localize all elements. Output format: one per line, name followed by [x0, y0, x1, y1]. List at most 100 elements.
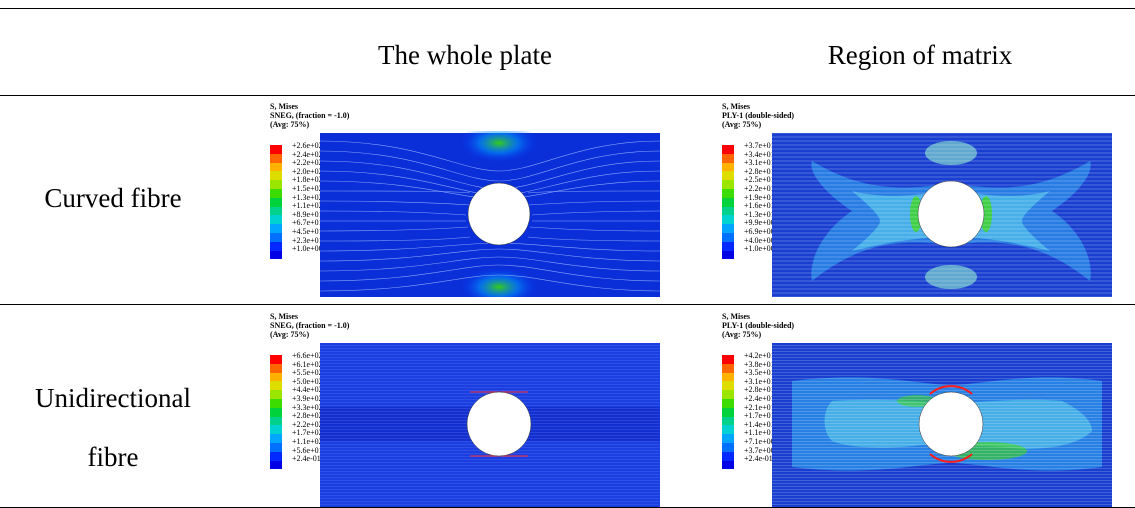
legend-color-swatch	[722, 153, 734, 163]
legend-color-swatch	[722, 398, 734, 408]
legend-color-swatch	[270, 232, 282, 242]
legend-value: +6.9e+00	[744, 226, 775, 236]
legend-color-swatch	[270, 407, 282, 417]
legend-value: +2.1e+01	[744, 402, 775, 412]
table-top-rule	[0, 8, 1135, 9]
stress-contour-plot	[772, 343, 1112, 507]
legend-color-swatch	[270, 381, 282, 391]
row-label: Curved fibre	[44, 183, 182, 213]
legend-value: +2.2e+01	[744, 183, 775, 193]
legend-value: +2.4e-01	[744, 454, 773, 464]
legend-color-swatch	[270, 425, 282, 435]
legend-color-swatch	[270, 434, 282, 443]
legend-value: +2.6e+02	[292, 141, 323, 150]
legend-value: +2.8e+01	[744, 166, 775, 176]
legend-value: +4.5e+01	[292, 226, 323, 236]
legend-color-swatch	[270, 215, 282, 225]
legend-color-swatch	[722, 381, 734, 391]
legend-section: SNEG, (fraction = -1.0)	[270, 320, 350, 330]
legend-color-swatch	[722, 425, 734, 435]
header-bottom-rule	[0, 95, 1135, 96]
legend-value: +1.0e+00	[292, 244, 323, 254]
legend-value: +1.3e+01	[744, 209, 775, 219]
legend-value: +9.9e+00	[744, 218, 775, 228]
legend: S, Mises SNEG, (fraction = -1.0) (Avg: 7…	[270, 312, 350, 339]
legend-color-swatch	[270, 197, 282, 207]
legend-value: +3.3e+02	[292, 402, 323, 412]
legend: S, Mises PLY-1 (double-sided) (Avg: 75%)	[722, 312, 795, 339]
legend-color-swatch	[722, 460, 734, 470]
legend-values: +3.7e+01 +3.4e+01 +3.1e+01 +2.8e+01 +2.5…	[744, 141, 775, 254]
legend-value: +1.4e+01	[744, 419, 775, 429]
legend-value: +5.5e+02	[292, 368, 323, 378]
legend-value: +8.9e+01	[292, 209, 323, 219]
legend-value: +6.6e+02	[292, 351, 323, 360]
stress-contour-plot	[772, 133, 1112, 297]
legend-color-swatch	[270, 390, 282, 399]
legend-value: +4.4e+02	[292, 385, 323, 395]
legend-value: +3.7e+01	[744, 141, 775, 150]
legend-color-swatch	[270, 355, 282, 364]
legend-value: +5.6e+01	[292, 445, 323, 455]
legend-color-swatch	[270, 460, 282, 470]
legend-value: +7.1e+00	[744, 436, 775, 446]
legend-value: +2.8e+02	[292, 411, 323, 421]
legend-color-swatch	[722, 390, 734, 399]
legend-value: +1.1e+02	[292, 436, 323, 446]
legend-color-swatch	[270, 241, 282, 251]
legend-value: +1.1e+01	[744, 428, 775, 438]
legend-value: +2.4e-01	[292, 454, 321, 464]
legend-color-swatch	[270, 145, 282, 154]
legend-color-swatch	[722, 355, 734, 364]
legend-color-swatch	[270, 206, 282, 216]
legend-color-swatch	[270, 250, 282, 260]
legend-values: +6.6e+02 +6.1e+02 +5.5e+02 +5.0e+02 +4.4…	[292, 351, 323, 464]
legend-color-swatch	[270, 224, 282, 233]
legend-value: +2.4e+02	[292, 149, 323, 159]
legend-values: +4.2e+01 +3.8e+01 +3.5e+01 +3.1e+01 +2.8…	[744, 351, 775, 464]
legend-value: +1.3e+02	[292, 192, 323, 202]
legend-value: +3.9e+02	[292, 393, 323, 403]
legend-value: +3.4e+01	[744, 149, 775, 159]
legend-color-bar	[270, 145, 282, 260]
row-header-curved-fibre: Curved fibre	[0, 183, 226, 214]
row-label-line-2: fibre	[87, 442, 139, 472]
legend-value: +1.7e+02	[292, 428, 323, 438]
legend: S, Mises PLY-1 (double-sided) (Avg: 75%)	[722, 102, 795, 129]
legend-value: +1.5e+02	[292, 183, 323, 193]
legend-value: +2.8e+01	[744, 385, 775, 395]
legend-color-swatch	[270, 416, 282, 426]
legend-title: S, Mises	[270, 312, 298, 321]
legend-color-swatch	[722, 363, 734, 373]
legend: S, Mises SNEG, (fraction = -1.0) (Avg: 7…	[270, 102, 349, 129]
legend-color-swatch	[722, 232, 734, 242]
legend-section: PLY-1 (double-sided)	[722, 110, 795, 120]
legend-color-swatch	[270, 153, 282, 163]
legend-color-swatch	[722, 416, 734, 426]
legend-value: +1.1e+02	[292, 201, 323, 211]
column-header-whole-plate: The whole plate	[378, 40, 552, 70]
legend-value: +3.1e+01	[744, 376, 775, 386]
legend-color-swatch	[722, 171, 734, 181]
legend-color-swatch	[722, 206, 734, 216]
legend-value: +2.2e+02	[292, 158, 323, 168]
legend-avg: (Avg: 75%)	[722, 119, 762, 129]
legend-color-swatch	[722, 180, 734, 189]
legend-value: +1.9e+01	[744, 192, 775, 202]
legend-title: S, Mises	[270, 102, 298, 111]
stress-contour-plot	[319, 131, 660, 297]
legend-value: +6.1e+02	[292, 359, 323, 369]
legend-avg: (Avg: 75%)	[270, 329, 310, 339]
legend-value: +4.2e+01	[744, 351, 775, 360]
legend-value: +2.3e+01	[292, 235, 323, 245]
legend-title: S, Mises	[722, 312, 750, 321]
legend-color-swatch	[722, 215, 734, 225]
row-divider-rule	[0, 304, 1135, 305]
legend-color-swatch	[270, 363, 282, 373]
legend-value: +2.0e+02	[292, 166, 323, 176]
legend-value: +3.1e+01	[744, 158, 775, 168]
legend-color-bar	[722, 145, 734, 260]
legend-value: +6.7e+01	[292, 218, 323, 228]
legend-color-swatch	[722, 162, 734, 172]
legend-section: PLY-1 (double-sided)	[722, 320, 795, 330]
